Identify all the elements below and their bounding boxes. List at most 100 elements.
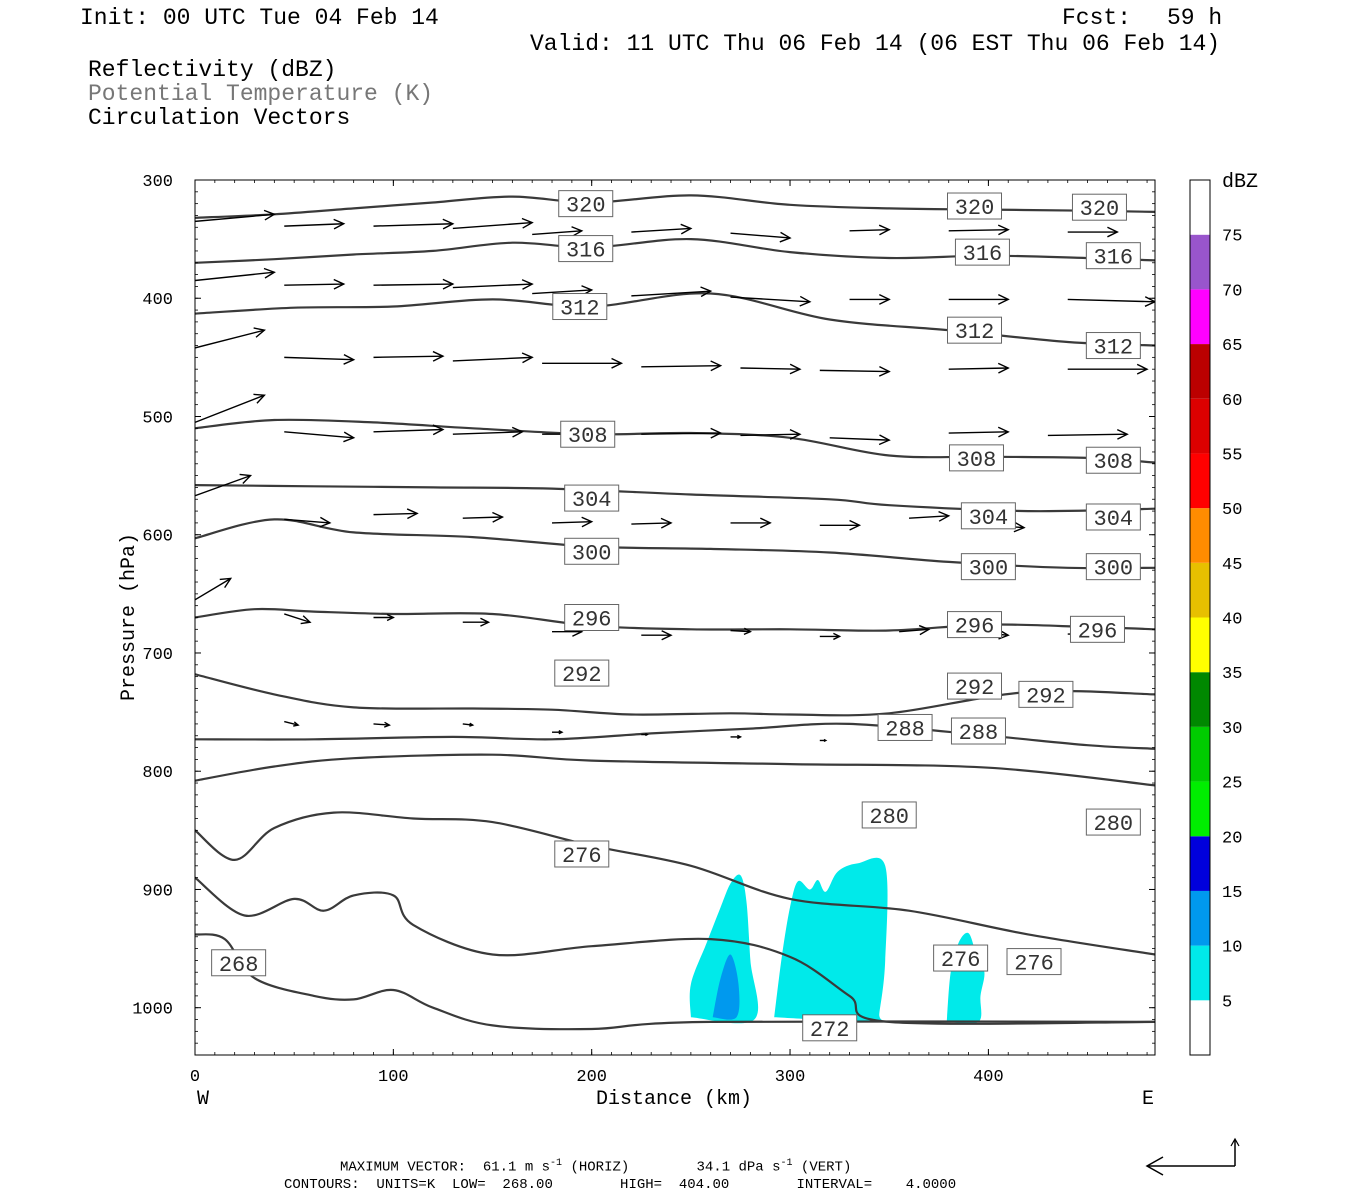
circulation-vector bbox=[542, 357, 624, 369]
colorbar-swatch bbox=[1190, 890, 1210, 946]
circulation-vector bbox=[284, 278, 346, 290]
contour-label-292: 292 bbox=[947, 672, 1003, 701]
theta-contour-316 bbox=[195, 237, 1155, 264]
contour-label-276: 276 bbox=[554, 840, 610, 869]
circulation-vector bbox=[452, 217, 534, 230]
circulation-vector bbox=[909, 510, 951, 522]
circulation-vector bbox=[849, 294, 891, 305]
colorbar-title: dBZ bbox=[1222, 171, 1258, 194]
circulation-vector bbox=[948, 426, 1010, 438]
colorbar-swatch bbox=[1190, 453, 1210, 509]
svg-text:288: 288 bbox=[885, 717, 925, 742]
circulation-vector bbox=[195, 209, 276, 223]
contour-label-316: 316 bbox=[1085, 242, 1141, 271]
circulation-vector bbox=[195, 473, 253, 497]
svg-text:272: 272 bbox=[810, 1018, 850, 1043]
colorbar-swatch bbox=[1190, 836, 1210, 891]
circulation-vector bbox=[284, 218, 346, 230]
theta-contour-292 bbox=[195, 673, 1155, 717]
x-tick-label: 0 bbox=[190, 1068, 200, 1087]
contour-label-316: 316 bbox=[558, 235, 614, 264]
theta-contour-272 bbox=[195, 876, 1155, 1025]
colorbar-label: 5 bbox=[1222, 993, 1232, 1012]
contour-label-308: 308 bbox=[560, 420, 616, 449]
colorbar-label: 70 bbox=[1222, 282, 1242, 301]
reflectivity-area-5dbz bbox=[689, 874, 759, 1024]
circulation-vector bbox=[452, 279, 534, 290]
circulation-vector bbox=[1067, 226, 1119, 238]
circulation-vector bbox=[641, 733, 649, 737]
x-axis-east-label: E bbox=[1142, 1088, 1154, 1111]
circulation-vector bbox=[1047, 428, 1129, 440]
svg-text:300: 300 bbox=[969, 557, 1009, 582]
contour-label-296: 296 bbox=[564, 604, 620, 633]
contour-label-276: 276 bbox=[933, 944, 989, 973]
colorbar-swatch bbox=[1190, 1000, 1210, 1055]
contour-label-292: 292 bbox=[554, 659, 610, 688]
axis-layer: 300 400 500 600 700 800 900 1000 0 100 200 300 400 bbox=[132, 173, 1155, 1087]
reference-vector bbox=[1145, 1137, 1240, 1176]
circulation-vector bbox=[819, 632, 842, 641]
circulation-vector bbox=[631, 223, 693, 235]
contour-label-300: 300 bbox=[564, 537, 620, 566]
contour-label-312: 312 bbox=[1085, 332, 1141, 361]
circulation-vector bbox=[641, 427, 723, 439]
contour-label-308: 308 bbox=[1085, 446, 1141, 475]
circulation-vector bbox=[373, 278, 455, 290]
colorbar-label: 20 bbox=[1222, 829, 1242, 848]
circulation-vector bbox=[373, 721, 391, 728]
contour-label-300: 300 bbox=[1085, 553, 1141, 582]
colorbar-label: 35 bbox=[1222, 665, 1242, 684]
contour-label-304: 304 bbox=[1085, 503, 1141, 532]
colorbar-label: 25 bbox=[1222, 775, 1242, 794]
circulation-vector bbox=[284, 516, 332, 528]
svg-text:268: 268 bbox=[219, 953, 259, 978]
contour-label-320: 320 bbox=[558, 190, 614, 219]
colorbar-swatch bbox=[1190, 508, 1210, 563]
theta-contour-288 bbox=[195, 722, 1155, 750]
circulation-vector bbox=[195, 393, 266, 424]
contour-label-320: 320 bbox=[947, 192, 1003, 221]
theta-contour-312 bbox=[195, 292, 1155, 347]
y-tick-label: 600 bbox=[142, 528, 173, 547]
max-vector-line: MAXIMUM VECTOR: 61.1 m s-1 (HORIZ) 34.1 … bbox=[340, 1158, 852, 1176]
x-tick-label: 400 bbox=[973, 1068, 1004, 1087]
circulation-vector bbox=[1067, 296, 1155, 307]
circulation-vector bbox=[195, 577, 233, 601]
contour-label-280: 280 bbox=[1085, 808, 1141, 837]
circulation-vector bbox=[819, 365, 891, 377]
colorbar-label: 55 bbox=[1222, 446, 1242, 465]
svg-text:316: 316 bbox=[566, 239, 606, 264]
circulation-vector bbox=[730, 231, 792, 243]
contour-label-268: 268 bbox=[211, 949, 267, 978]
theta-contour-296 bbox=[195, 607, 1155, 632]
contour-label-layer: 320 320 320 316 316 316 312 312 312 308 308 308 304 3… bbox=[211, 190, 1141, 1043]
init-time: Init: 00 UTC Tue 04 Feb 14 bbox=[80, 5, 439, 31]
circulation-vector bbox=[284, 613, 312, 625]
colorbar-label: 40 bbox=[1222, 611, 1242, 630]
colorbar-label: 10 bbox=[1222, 939, 1242, 958]
theta-contour-268 bbox=[195, 933, 1155, 1031]
circulation-vector-layer bbox=[195, 209, 1155, 743]
svg-text:296: 296 bbox=[1078, 619, 1118, 644]
circulation-vector bbox=[730, 517, 772, 529]
circulation-vector bbox=[462, 617, 491, 627]
reflectivity-area-5dbz bbox=[774, 857, 888, 1022]
svg-text:320: 320 bbox=[566, 194, 606, 219]
svg-text:288: 288 bbox=[959, 721, 999, 746]
svg-text:300: 300 bbox=[572, 541, 612, 566]
circulation-vector bbox=[641, 630, 673, 641]
circulation-vector bbox=[532, 226, 584, 237]
circulation-vector bbox=[195, 327, 266, 349]
svg-text:308: 308 bbox=[568, 424, 608, 449]
circulation-vector bbox=[948, 294, 1010, 305]
circulation-vector bbox=[819, 738, 828, 743]
circulation-vector bbox=[373, 350, 445, 362]
colorbar-swatch bbox=[1190, 617, 1210, 673]
forecast-hours: 59 h bbox=[1167, 5, 1223, 31]
theta-contour-320 bbox=[195, 194, 1155, 219]
theta-contour-280 bbox=[195, 753, 1155, 787]
contour-label-276: 276 bbox=[1006, 948, 1062, 977]
circulation-vector bbox=[730, 295, 812, 307]
contour-label-272: 272 bbox=[802, 1014, 858, 1043]
